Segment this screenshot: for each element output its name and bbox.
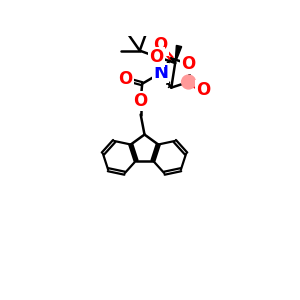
Circle shape: [182, 75, 196, 89]
Text: O: O: [182, 55, 196, 73]
Polygon shape: [175, 45, 182, 63]
Text: O: O: [196, 82, 210, 100]
Text: O: O: [134, 92, 148, 110]
Text: O: O: [153, 36, 168, 54]
Text: N: N: [153, 64, 168, 82]
Circle shape: [153, 65, 168, 81]
Text: O: O: [150, 48, 164, 66]
Text: O: O: [118, 70, 132, 88]
